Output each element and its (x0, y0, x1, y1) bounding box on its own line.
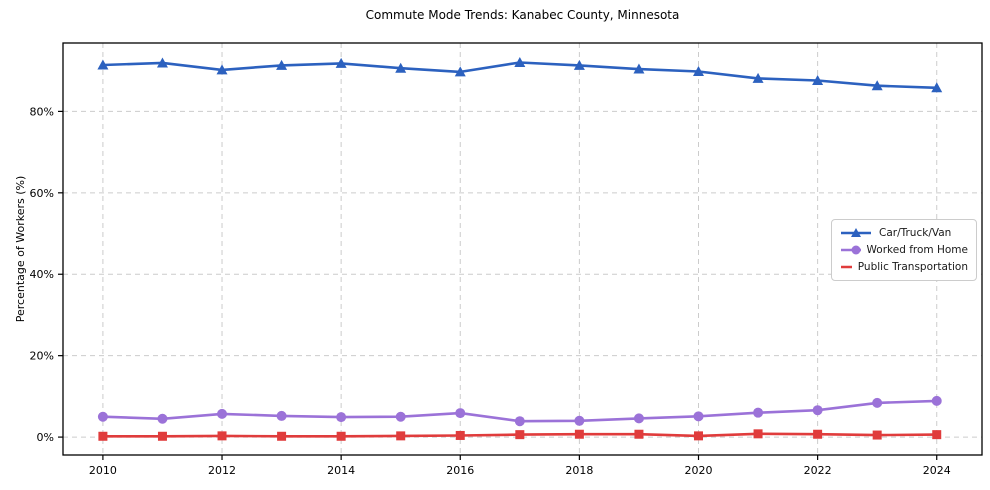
legend-triangle-marker-icon (841, 228, 871, 237)
data-point-square (455, 430, 465, 440)
data-point-triangle (454, 66, 466, 77)
x-tick-label: 2024 (923, 464, 951, 477)
data-point-square (157, 431, 167, 441)
plot-border (62, 42, 983, 456)
data-point-circle (336, 412, 347, 423)
legend-label: Public Transportation (857, 261, 968, 273)
data-point-circle (455, 408, 466, 419)
chart-title: Commute Mode Trends: Kanabec County, Min… (365, 8, 680, 22)
x-tick-label: 2018 (565, 464, 593, 477)
x-tick-label: 2020 (684, 464, 712, 477)
x-tick-label: 2012 (208, 464, 236, 477)
x-tick-label: 2010 (89, 464, 117, 477)
data-point-circle (872, 397, 883, 408)
data-point-circle (753, 407, 764, 418)
data-point-circle (633, 413, 644, 424)
data-point-circle (693, 411, 704, 422)
data-point-square (98, 431, 108, 441)
y-tick-label: 20% (30, 350, 54, 363)
data-point-triangle (633, 63, 645, 74)
data-point-square (634, 429, 644, 439)
data-point-triangle (573, 59, 585, 70)
legend-circle-marker-icon (841, 245, 861, 255)
data-point-triangle (871, 80, 883, 91)
data-point-square (813, 429, 823, 439)
data-point-square (693, 431, 703, 441)
data-point-square (872, 430, 882, 440)
data-point-triangle (395, 62, 407, 73)
data-point-triangle (931, 82, 943, 93)
data-point-square (336, 431, 346, 441)
legend-label: Worked from Home (866, 244, 968, 256)
data-point-circle (574, 415, 585, 426)
data-point-circle (812, 405, 823, 416)
data-point-triangle (156, 57, 168, 68)
x-tick-label: 2016 (446, 464, 474, 477)
data-point-triangle (335, 57, 347, 68)
legend-item[interactable]: Worked from Home (839, 243, 968, 257)
legend-label: Car/Truck/Van (879, 227, 952, 239)
data-point-square (574, 429, 584, 439)
data-point-square (277, 431, 287, 441)
legend-item[interactable]: Public Transportation (839, 260, 968, 274)
data-point-triangle (97, 59, 109, 70)
data-point-circle (514, 416, 525, 427)
data-point-triangle (692, 65, 704, 76)
data-point-circle (97, 411, 108, 422)
legend-item[interactable]: Car/Truck/Van (839, 226, 968, 240)
data-point-triangle (514, 57, 526, 68)
data-point-square (515, 430, 525, 440)
data-point-triangle (752, 72, 764, 83)
data-point-circle (931, 395, 942, 406)
x-tick-label: 2022 (804, 464, 832, 477)
y-tick-label: 80% (30, 105, 54, 118)
data-point-circle (217, 408, 228, 419)
data-point-circle (157, 413, 168, 424)
data-point-triangle (812, 74, 824, 85)
legend[interactable]: Car/Truck/Van Worked from Home Public Tran… (831, 219, 977, 281)
data-point-circle (395, 411, 406, 422)
legend-square-marker-icon (841, 265, 852, 269)
data-point-triangle (216, 64, 228, 75)
y-tick-label: 0% (37, 431, 54, 444)
data-point-circle (276, 410, 287, 421)
y-tick-label: 40% (30, 268, 54, 281)
data-point-square (932, 430, 942, 440)
data-point-triangle (276, 59, 288, 70)
y-tick-label: 60% (30, 187, 54, 200)
x-tick-label: 2014 (327, 464, 355, 477)
data-point-square (396, 431, 406, 441)
data-point-square (217, 431, 227, 441)
data-point-square (753, 429, 763, 439)
